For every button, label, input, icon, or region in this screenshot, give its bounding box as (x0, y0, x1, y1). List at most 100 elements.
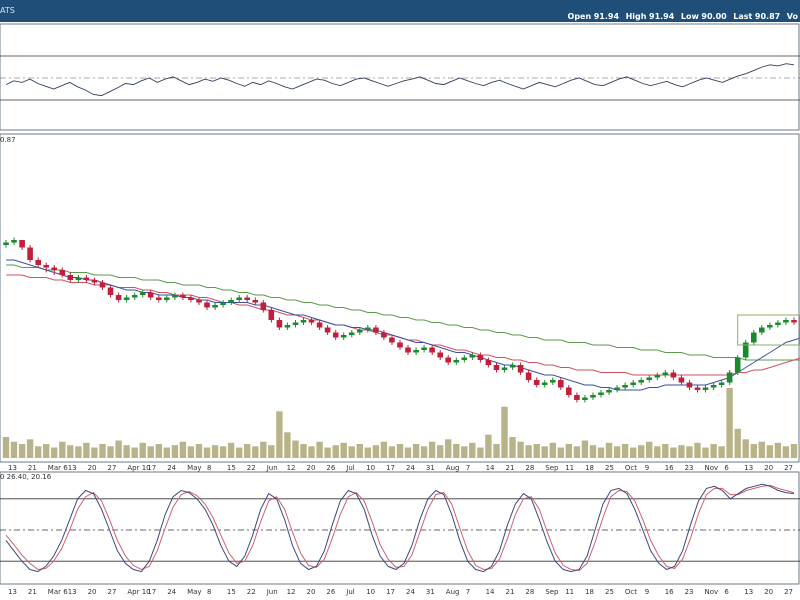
x-tick-label: 24 (406, 588, 415, 596)
candle-body (332, 332, 339, 338)
volume-bar (308, 446, 315, 458)
volume-label: Vo (786, 12, 798, 21)
candle-body (678, 377, 685, 383)
x-tick-label: May (187, 464, 201, 472)
candle-body (99, 282, 106, 288)
candle-body (83, 277, 90, 280)
candle-body (51, 267, 57, 270)
candle-body (107, 287, 114, 295)
volume-bar (412, 444, 420, 458)
volume-bar (284, 432, 291, 458)
volume-bar (710, 444, 717, 458)
volume-bar (99, 444, 106, 458)
x-tick-label: 18 (585, 464, 594, 472)
x-tick-label: 21 (506, 464, 515, 472)
volume-bar (356, 444, 363, 458)
stochastic-main-line (5, 483, 795, 573)
x-tick-label: 22 (247, 588, 256, 596)
x-tick-label: 25 (605, 588, 614, 596)
volume-bar (758, 441, 765, 458)
x-tick-label: 13 (8, 464, 17, 472)
volume-bar (750, 444, 757, 458)
candle-body (397, 342, 403, 348)
volume-bar (35, 446, 42, 458)
x-tick-label: Jul (345, 588, 355, 596)
volume-bar (517, 441, 524, 458)
candle-body (421, 347, 427, 350)
x-tick-label: 20 (88, 588, 97, 596)
x-tick-label: 16 (665, 588, 674, 596)
volume-bar (348, 446, 355, 458)
x-tick-label: 7 (466, 464, 470, 472)
candle-body (783, 320, 789, 323)
x-tick-label: 24 (406, 464, 415, 472)
candle-body (598, 392, 604, 395)
volume-bar (252, 446, 259, 458)
volume-bar (493, 444, 500, 458)
volume-bar (203, 447, 211, 458)
candle-body (718, 382, 725, 385)
x-tick-label: 11 (565, 588, 574, 596)
candle-body (734, 357, 741, 373)
volume-bar (219, 446, 227, 458)
candle-body (662, 372, 669, 375)
candle-body (566, 387, 572, 395)
x-tick-label: Aug (446, 464, 460, 472)
volume-bar (525, 445, 532, 458)
volume-bar (83, 442, 90, 458)
volume-bar (420, 446, 428, 458)
candle-body (316, 322, 323, 328)
volume-bar (260, 441, 267, 458)
volume-bar (26, 439, 34, 458)
candle-body (582, 397, 588, 400)
volume-bar (469, 442, 476, 458)
x-tick-label: 26 (326, 464, 335, 472)
volume-bar (621, 444, 629, 458)
candle-body (670, 372, 677, 378)
volume-bar (163, 447, 170, 458)
consolidation-box (737, 314, 800, 346)
candle-body (268, 310, 275, 320)
x-tick-label: 13 (8, 588, 17, 596)
candle-body (11, 240, 17, 243)
volume-bar (549, 442, 556, 458)
volume-bar (605, 442, 613, 458)
moving-average-long (6, 264, 800, 361)
candle-body (405, 347, 411, 353)
x-tick-label: 28 (525, 588, 534, 596)
last-label: Last (733, 12, 753, 21)
high-value: 91.94 (649, 12, 675, 21)
candle-body (75, 277, 82, 280)
momentum-line (5, 63, 795, 97)
panel-frame-1 (0, 23, 800, 131)
volume-bar (324, 447, 331, 458)
volume-bar (734, 428, 741, 458)
volume-bar (630, 447, 637, 458)
candle-body (517, 365, 524, 373)
candle-body (461, 357, 468, 360)
volume-bar (589, 445, 597, 458)
volume-bar (638, 445, 645, 458)
x-tick-label: 20 (88, 464, 97, 472)
candle-body (726, 372, 733, 383)
x-tick-label: 21 (28, 464, 37, 472)
volume-bar (766, 445, 773, 458)
x-tick-label: Jun (266, 464, 278, 472)
candle-body (276, 320, 283, 328)
candle-body (308, 320, 315, 323)
x-tick-label: Sep (545, 464, 559, 472)
x-tick-label: 20 (307, 464, 316, 472)
candle-body (204, 302, 210, 308)
x-tick-label: Oct (625, 588, 637, 596)
volume-bar (782, 446, 790, 458)
volume-bar (541, 446, 548, 458)
candle-body (702, 387, 709, 390)
volume-bar (670, 447, 677, 458)
volume-bar (171, 445, 179, 458)
x-tick-label: 14 (486, 588, 495, 596)
x-tick-label: Mar 6 (48, 588, 68, 596)
volume-bar (364, 447, 371, 458)
candle-body (646, 377, 652, 380)
panel-frame-3 (0, 471, 800, 585)
volume-bar (477, 447, 484, 458)
